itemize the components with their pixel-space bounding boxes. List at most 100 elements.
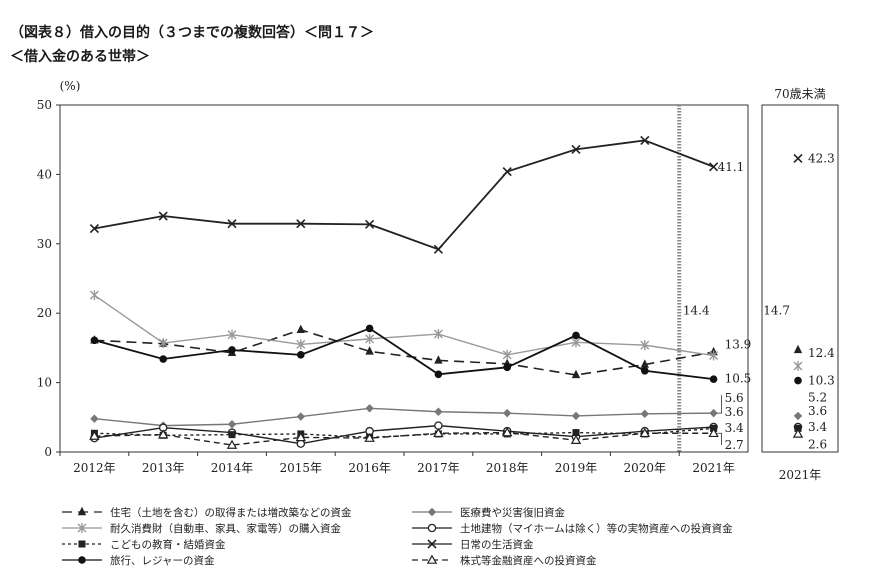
data-point-housing [296,324,305,334]
x-tick-label: 2018年 [486,461,529,475]
data-point-travel [641,367,649,375]
data-point-medical [709,408,718,418]
data-point-durables [640,340,650,351]
inset-value-label-living: 42.3 [808,151,835,165]
series-line-medical [94,407,714,427]
inset-point-medical [793,411,803,421]
data-point-stocks [501,427,513,437]
x-tick-label: 2019年 [555,461,598,475]
legend-label: 旅行、レジャーの資金 [110,554,215,567]
legend-swatch-marker [427,523,437,533]
data-point-travel [228,346,236,354]
data-point-stocks [570,434,582,445]
data-point-living [89,223,99,234]
leader-line [716,432,722,446]
y-tick-label: 20 [37,306,52,320]
legend-label: 医療費や災害復旧資金 [460,506,565,519]
inset-value-label-realestate: 3.6 [808,404,827,418]
inset-point-housing [793,344,803,354]
y-tick-label: 40 [37,167,52,181]
value-label-realestate: 3.6 [725,405,744,419]
data-point-travel [434,370,443,379]
inset-value-label-travel: 10.3 [808,374,835,388]
y-tick-label: 0 [44,445,52,459]
chart-subtitle: ＜借入金のある世帯＞ [10,49,150,65]
y-tick-label: 50 [37,98,52,112]
value-label-durables: 13.9 [725,338,752,352]
inset-point-living [793,153,803,164]
x-tick-label: 2021年 [692,461,735,475]
legend-swatch-marker [427,539,437,549]
inset-value-label-durables: 12.4 [808,346,835,360]
data-point-housing [571,369,581,379]
legend-swatch-marker [426,554,438,564]
series-line-stocks [94,431,714,446]
data-point-medical [571,411,581,421]
series-line-education [94,427,714,439]
data-point-stocks [639,427,651,438]
data-point-durables [502,349,512,360]
inset-value-label-housing: 14.7 [763,304,790,318]
data-point-medical [640,409,649,419]
x-tick-label: 2013年 [142,461,185,475]
legend-item-durables: 耐久消費財（自動車、家具、家電等）の購入資金 [62,522,341,535]
data-point-durables [433,329,443,340]
y-tick-label: 10 [37,376,52,390]
data-point-travel [297,351,305,359]
x-tick-label: 2016年 [348,461,391,475]
legend-label: 耐久消費財（自動車、家具、家電等）の購入資金 [110,522,341,535]
legend-item-housing: 住宅（土地を含む）の取得または増改築などの資金 [62,506,352,519]
inset-point-travel [794,376,802,385]
data-point-living [296,219,306,229]
legend-label: こどもの教育・結婚資金 [110,538,226,551]
data-point-housing [640,359,649,368]
value-label-medical: 5.6 [725,391,744,405]
data-point-living [433,244,443,254]
legend-item-travel: 旅行、レジャーの資金 [62,554,215,567]
inset-point-education [794,424,802,432]
data-point-stocks [89,430,100,440]
data-point-durables [296,339,306,350]
legend-item-living: 日常の生活資金 [412,538,534,551]
data-point-durables [89,290,99,301]
inset-title: 70歳未満 [774,87,825,101]
data-point-stocks [226,439,238,449]
data-point-living [571,144,581,154]
x-tick-label: 2017年 [417,461,460,475]
data-point-stocks [157,429,169,439]
plot-frame [59,104,749,453]
legend-swatch-marker [427,507,437,517]
data-point-durables [709,350,719,361]
data-point-living [640,135,650,145]
legend-item-stocks: 株式等金融資産への投資資金 [412,554,597,567]
inset-category-label: 2021年 [779,468,822,482]
data-point-medical [296,412,305,421]
legend-label: 日常の生活資金 [460,538,534,551]
data-point-education [228,431,236,439]
legend-label: 住宅（土地を含む）の取得または増改築などの資金 [110,506,352,519]
data-point-durables [158,338,168,349]
y-tick-label: 30 [37,237,52,251]
inset-frame [761,104,839,453]
data-point-living [365,219,375,229]
inset-value-label-stocks: 2.6 [808,438,827,452]
series-line-living [94,139,714,251]
legend-label: 株式等金融資産への投資資金 [460,554,597,567]
x-tick-label: 2014年 [211,461,254,475]
leader-line [716,395,722,414]
value-label-education: 3.4 [725,421,744,435]
legend-swatch-marker [77,506,87,516]
data-point-travel [503,363,512,372]
series-line-durables [94,294,714,357]
inset-value-label-medical: 5.2 [808,390,827,404]
data-point-stocks [433,427,444,438]
legend-item-education: こどもの教育・結婚資金 [62,538,226,551]
data-point-living [502,167,512,177]
data-point-education [572,429,580,437]
data-point-travel [159,355,167,363]
legend-swatch-marker [78,556,86,564]
x-tick-label: 2012年 [73,461,116,475]
data-point-medical [365,404,374,413]
data-point-medical [227,420,237,429]
